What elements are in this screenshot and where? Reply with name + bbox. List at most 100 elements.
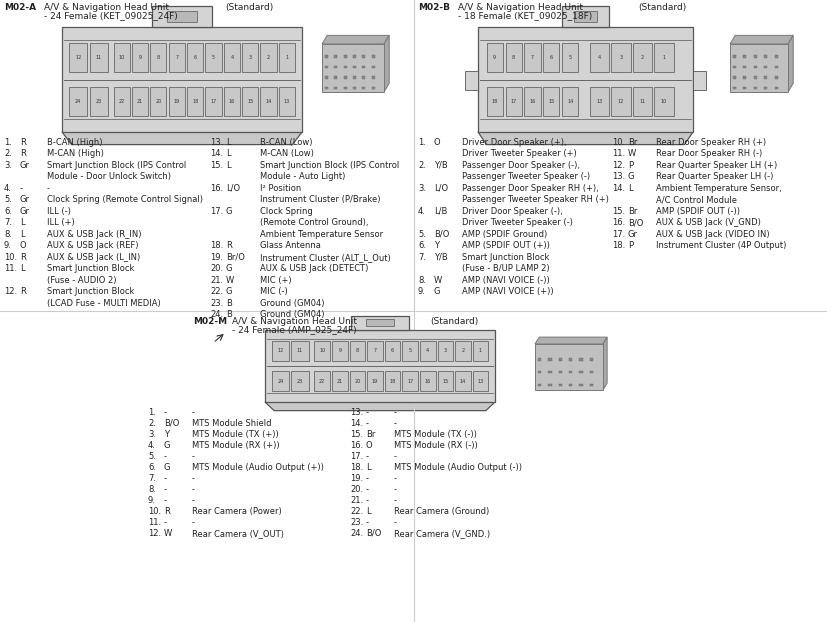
Text: L: L <box>627 184 632 193</box>
Bar <box>579 384 582 386</box>
Text: W: W <box>226 276 234 285</box>
Text: 17: 17 <box>509 99 516 104</box>
Text: (LCAD Fuse - MULTI MEDIA): (LCAD Fuse - MULTI MEDIA) <box>47 299 160 308</box>
Text: Ground (GM04): Ground (GM04) <box>260 310 324 320</box>
Text: 18: 18 <box>192 99 198 104</box>
Text: (Standard): (Standard) <box>429 317 478 326</box>
Text: 16: 16 <box>528 99 535 104</box>
Bar <box>385 371 399 391</box>
Bar <box>547 358 551 361</box>
Text: -: - <box>394 518 396 527</box>
Text: L: L <box>366 507 370 516</box>
Bar <box>753 76 756 78</box>
Text: 9.: 9. <box>148 496 155 505</box>
Bar <box>632 43 652 72</box>
Text: L: L <box>226 149 231 159</box>
Bar <box>271 371 289 391</box>
Text: B/O: B/O <box>433 230 449 239</box>
Polygon shape <box>62 132 302 144</box>
Text: 12.: 12. <box>148 529 161 538</box>
Bar <box>362 65 365 68</box>
Text: -: - <box>192 496 195 505</box>
Text: Gr: Gr <box>20 161 30 170</box>
Text: 4: 4 <box>230 55 233 60</box>
Text: 20.: 20. <box>210 264 222 274</box>
Text: 13.: 13. <box>611 172 624 182</box>
Polygon shape <box>384 35 389 92</box>
Text: B: B <box>226 310 232 320</box>
Text: 22.: 22. <box>350 507 363 516</box>
Text: R: R <box>226 241 232 251</box>
Text: 15.: 15. <box>210 161 222 170</box>
Bar <box>352 55 356 57</box>
Text: -: - <box>164 496 167 505</box>
Text: B/O: B/O <box>366 529 381 538</box>
Text: R: R <box>164 507 170 516</box>
Bar <box>763 55 767 57</box>
Bar <box>753 65 756 68</box>
Bar <box>753 55 756 57</box>
Bar <box>325 55 327 57</box>
Text: 9: 9 <box>493 55 495 60</box>
Text: Rear Camera (V_OUT): Rear Camera (V_OUT) <box>192 529 284 538</box>
Text: 1: 1 <box>662 55 665 60</box>
Text: 21.: 21. <box>350 496 363 505</box>
Polygon shape <box>534 337 606 344</box>
Text: G: G <box>226 207 232 216</box>
Bar <box>774 65 777 68</box>
Text: -: - <box>192 518 195 527</box>
Bar <box>568 358 571 361</box>
Bar <box>334 86 337 89</box>
Text: 6: 6 <box>549 55 552 60</box>
Text: Y/B: Y/B <box>433 253 447 262</box>
Bar <box>169 87 184 116</box>
Polygon shape <box>265 402 495 411</box>
Text: M-CAN (High): M-CAN (High) <box>47 149 103 159</box>
Text: O: O <box>366 441 372 450</box>
Bar <box>334 55 337 57</box>
Text: 13.: 13. <box>350 408 363 417</box>
Text: A/V & Navigation Head Unit: A/V & Navigation Head Unit <box>44 3 169 12</box>
Text: -: - <box>47 184 50 193</box>
Text: -: - <box>366 474 369 483</box>
Polygon shape <box>477 132 692 144</box>
Polygon shape <box>322 35 389 44</box>
Text: 5.: 5. <box>418 230 425 239</box>
Text: 5: 5 <box>408 348 411 353</box>
Text: (Standard): (Standard) <box>638 3 686 12</box>
Text: B-CAN (High): B-CAN (High) <box>47 138 103 147</box>
Bar <box>538 358 541 361</box>
Bar <box>763 86 767 89</box>
Bar <box>505 87 521 116</box>
Bar <box>343 65 347 68</box>
Text: MTS Module (Audio Output (-)): MTS Module (Audio Output (-)) <box>394 463 521 472</box>
Text: Clock Spring (Remote Control Signal): Clock Spring (Remote Control Signal) <box>47 195 203 205</box>
Text: Br: Br <box>627 207 637 216</box>
Text: 3.: 3. <box>4 161 12 170</box>
Text: 18.: 18. <box>210 241 223 251</box>
Bar <box>113 87 130 116</box>
Bar <box>774 76 777 78</box>
Bar <box>352 86 356 89</box>
Text: AMP (SPDIF OUT (+)): AMP (SPDIF OUT (+)) <box>461 241 549 251</box>
Bar <box>486 87 502 116</box>
Bar <box>169 43 184 72</box>
Text: P: P <box>627 161 633 170</box>
Text: 11.: 11. <box>148 518 161 527</box>
Text: 11: 11 <box>638 99 645 104</box>
Bar <box>367 371 382 391</box>
Text: 3: 3 <box>248 55 251 60</box>
Bar <box>349 371 365 391</box>
Bar <box>131 87 148 116</box>
Text: 3.: 3. <box>418 184 425 193</box>
Text: 15.: 15. <box>611 207 624 216</box>
Bar <box>486 43 502 72</box>
Bar <box>774 55 777 57</box>
Text: W: W <box>627 149 635 159</box>
Text: 23.: 23. <box>210 299 223 308</box>
Text: -: - <box>164 485 167 494</box>
Bar <box>334 65 337 68</box>
Text: Passenger Door Speaker (-),: Passenger Door Speaker (-), <box>461 161 579 170</box>
Text: -: - <box>192 408 195 417</box>
Text: 4.: 4. <box>4 184 12 193</box>
